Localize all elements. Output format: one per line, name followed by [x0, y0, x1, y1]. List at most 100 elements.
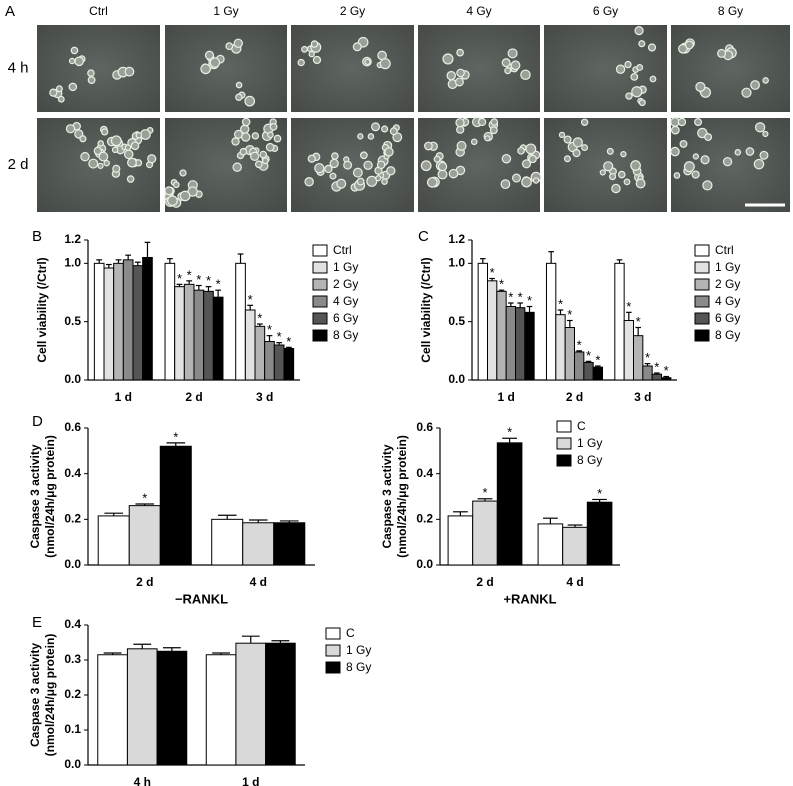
- cell: [359, 151, 368, 160]
- y-tick-label: 1.0: [448, 256, 465, 270]
- bar: [193, 289, 205, 381]
- significance-mark: *: [586, 348, 591, 363]
- bar: [515, 307, 526, 381]
- cell: [389, 127, 398, 136]
- cell: [684, 40, 694, 50]
- bar: [496, 442, 523, 566]
- y-tick-label: 0.1: [64, 722, 81, 736]
- cell: [381, 125, 389, 133]
- cell: [312, 55, 322, 65]
- significance-mark: *: [577, 337, 582, 352]
- cell: [112, 164, 121, 173]
- legend-swatch: [694, 244, 710, 257]
- bar: [505, 306, 517, 381]
- legend-swatch: [556, 420, 572, 433]
- bar: [264, 341, 275, 381]
- cell: [510, 60, 521, 71]
- y-axis-label: (nmol/24h/μg protein): [43, 634, 57, 757]
- cell: [520, 69, 531, 81]
- cell: [521, 176, 532, 188]
- cell: [364, 58, 371, 66]
- bar: [203, 290, 214, 381]
- cell: [103, 159, 110, 167]
- cell: [477, 117, 487, 127]
- bar: [128, 505, 161, 566]
- cell: [456, 48, 464, 57]
- cell: [631, 86, 643, 98]
- cell: [370, 122, 381, 132]
- cell: [532, 177, 540, 184]
- cell: [511, 173, 521, 183]
- y-tick-label: 0.6: [416, 420, 433, 434]
- cell: [762, 130, 769, 138]
- cell: [124, 144, 132, 151]
- cell: [88, 158, 99, 169]
- y-tick-label: 0.4: [64, 617, 81, 631]
- cell: [500, 179, 511, 190]
- cell: [624, 60, 632, 69]
- cell: [57, 95, 65, 103]
- cell: [70, 46, 79, 55]
- micrograph-image: [671, 25, 790, 112]
- cell: [630, 73, 639, 81]
- bar: [244, 309, 256, 381]
- cell: [722, 156, 733, 167]
- cell: [691, 170, 700, 179]
- cell: [386, 166, 396, 176]
- cell: [623, 178, 631, 186]
- legend-swatch: [556, 437, 572, 450]
- legend-label: 1 Gy: [333, 260, 358, 274]
- legend-label: Ctrl: [715, 243, 734, 257]
- cell: [424, 141, 433, 151]
- cell: [745, 147, 755, 156]
- cell: [352, 42, 362, 52]
- cell: [437, 169, 448, 180]
- column-label: 8 Gy: [718, 4, 743, 18]
- y-tick-label: 1.2: [448, 232, 465, 246]
- cell: [225, 42, 234, 51]
- cell: [249, 151, 260, 162]
- bar: [113, 262, 124, 381]
- legend-swatch: [694, 312, 710, 325]
- x-tick-label: 2 d: [136, 575, 153, 589]
- y-axis-label: Caspase 3 activity: [28, 444, 42, 548]
- x-tick-label: 4 d: [250, 575, 267, 589]
- significance-mark: *: [482, 485, 487, 500]
- cell: [375, 175, 382, 182]
- cell: [563, 155, 571, 163]
- cell: [563, 135, 572, 144]
- bar: [562, 526, 588, 566]
- cell: [80, 151, 90, 162]
- cell: [381, 178, 388, 185]
- significance-mark: *: [664, 363, 669, 378]
- cell: [259, 150, 268, 159]
- cell: [87, 76, 96, 84]
- cell: [179, 169, 187, 177]
- bar: [477, 262, 488, 381]
- cell: [700, 155, 710, 165]
- bar: [642, 365, 653, 381]
- y-tick-label: 0.4: [416, 466, 433, 480]
- legend-swatch: [694, 329, 710, 342]
- cell: [331, 152, 339, 160]
- significance-mark: *: [518, 289, 523, 304]
- legend-label: Ctrl: [333, 243, 352, 257]
- cell: [606, 147, 614, 155]
- cell: [454, 77, 464, 87]
- cell: [521, 159, 532, 169]
- cell: [617, 170, 626, 179]
- cell: [384, 147, 394, 157]
- column-label: 4 Gy: [466, 4, 491, 18]
- legend-swatch: [325, 627, 341, 640]
- y-tick-label: 0.0: [64, 372, 81, 386]
- significance-mark: *: [267, 322, 272, 337]
- significance-mark: *: [196, 272, 201, 287]
- cell: [367, 133, 375, 140]
- panel-label: D: [32, 413, 43, 430]
- column-label: 6 Gy: [593, 4, 618, 18]
- legend-label: 4 Gy: [333, 294, 358, 308]
- significance-mark: *: [177, 271, 182, 286]
- cell: [304, 176, 314, 187]
- cell: [241, 132, 251, 142]
- cell: [55, 85, 63, 93]
